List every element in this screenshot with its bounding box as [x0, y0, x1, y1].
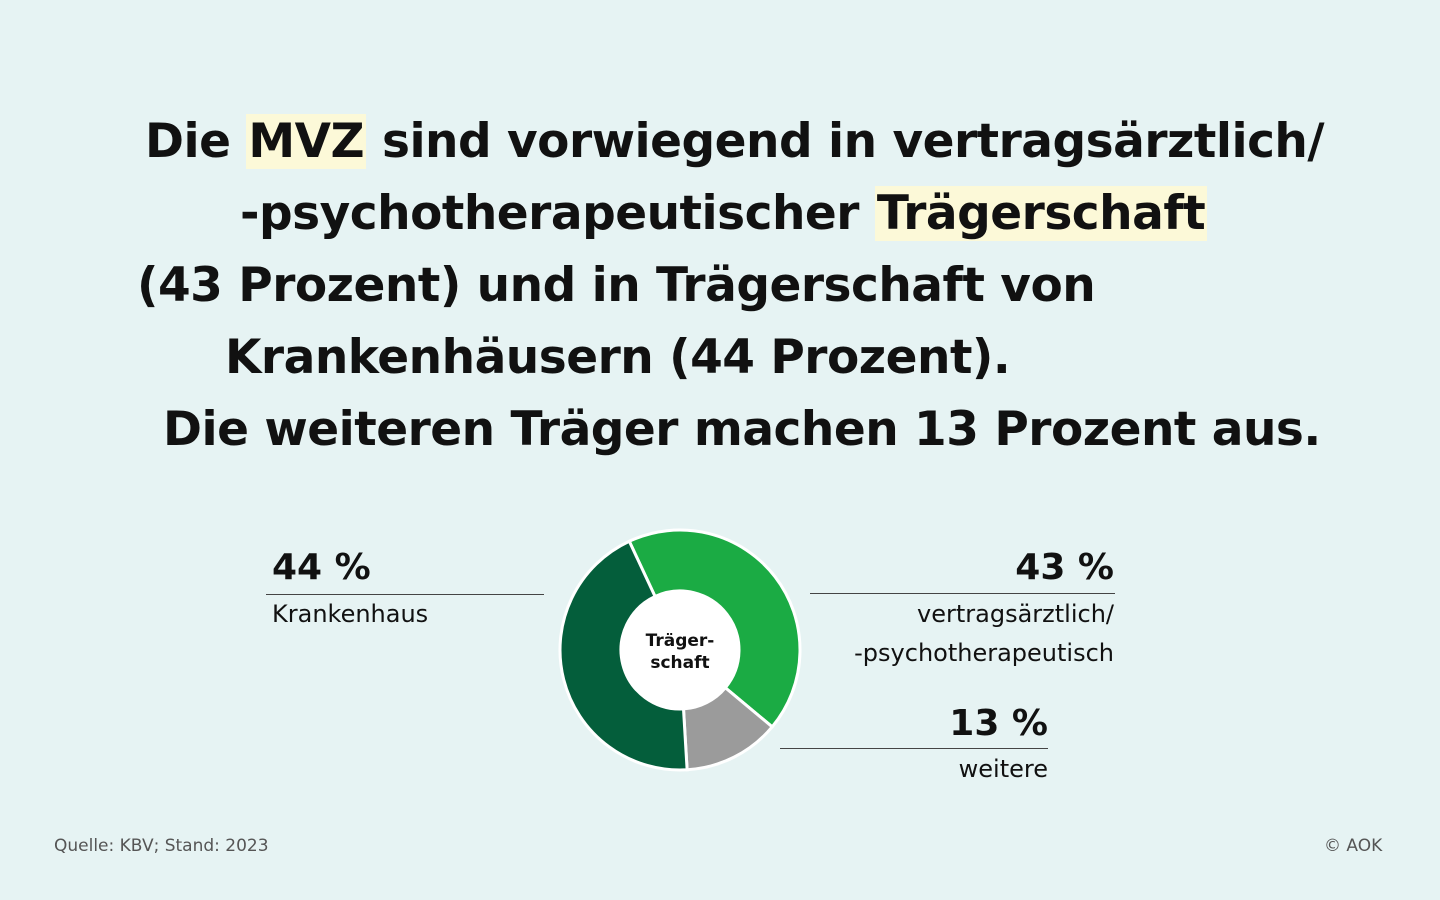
- category-label-vertragsaerztlich-1: vertragsärztlich/: [917, 600, 1114, 628]
- label-rule: [780, 748, 1048, 749]
- headline-line-4: Krankenhäusern (44 Prozent).: [225, 330, 1011, 385]
- value-label-weitere: 13 %: [949, 703, 1048, 744]
- label-rule: [266, 594, 544, 595]
- headline-line-2: -psychotherapeutischer Trägerschaft: [240, 186, 1208, 242]
- donut-center-label: Träger- schaft: [620, 630, 740, 674]
- headline-text: sind vorwiegend in vertragsärztlich/: [366, 114, 1325, 169]
- category-label-vertragsaerztlich-2: -psychotherapeutisch: [854, 639, 1114, 667]
- headline-line-5: Die weiteren Träger machen 13 Prozent au…: [163, 402, 1321, 457]
- headline-highlight-mvz: MVZ: [246, 114, 367, 169]
- headline-line-3: (43 Prozent) und in Trägerschaft von: [137, 258, 1096, 313]
- donut-center-label-line-2: schaft: [650, 653, 710, 673]
- headline-line-1: Die MVZ sind vorwiegend in vertragsärztl…: [145, 114, 1325, 170]
- headline-highlight-traegerschaft: Trägerschaft: [874, 186, 1208, 241]
- donut-hole: [621, 591, 739, 709]
- headline: Die MVZ sind vorwiegend in vertragsärztl…: [137, 114, 1325, 457]
- category-label-weitere: weitere: [958, 755, 1048, 783]
- label-rule: [810, 593, 1115, 594]
- donut-center-label-line-1: Träger-: [645, 631, 715, 651]
- value-label-vertragsaerztlich: 43 %: [1015, 547, 1114, 588]
- headline-text: Die: [145, 114, 247, 169]
- headline-text: -psychotherapeutischer: [240, 186, 875, 241]
- donut-chart: [558, 528, 802, 772]
- value-label-krankenhaus: 44 %: [272, 547, 371, 588]
- category-label-krankenhaus: Krankenhaus: [272, 600, 429, 628]
- copyright-note: © AOK: [1324, 836, 1383, 856]
- source-note: Quelle: KBV; Stand: 2023: [54, 836, 269, 856]
